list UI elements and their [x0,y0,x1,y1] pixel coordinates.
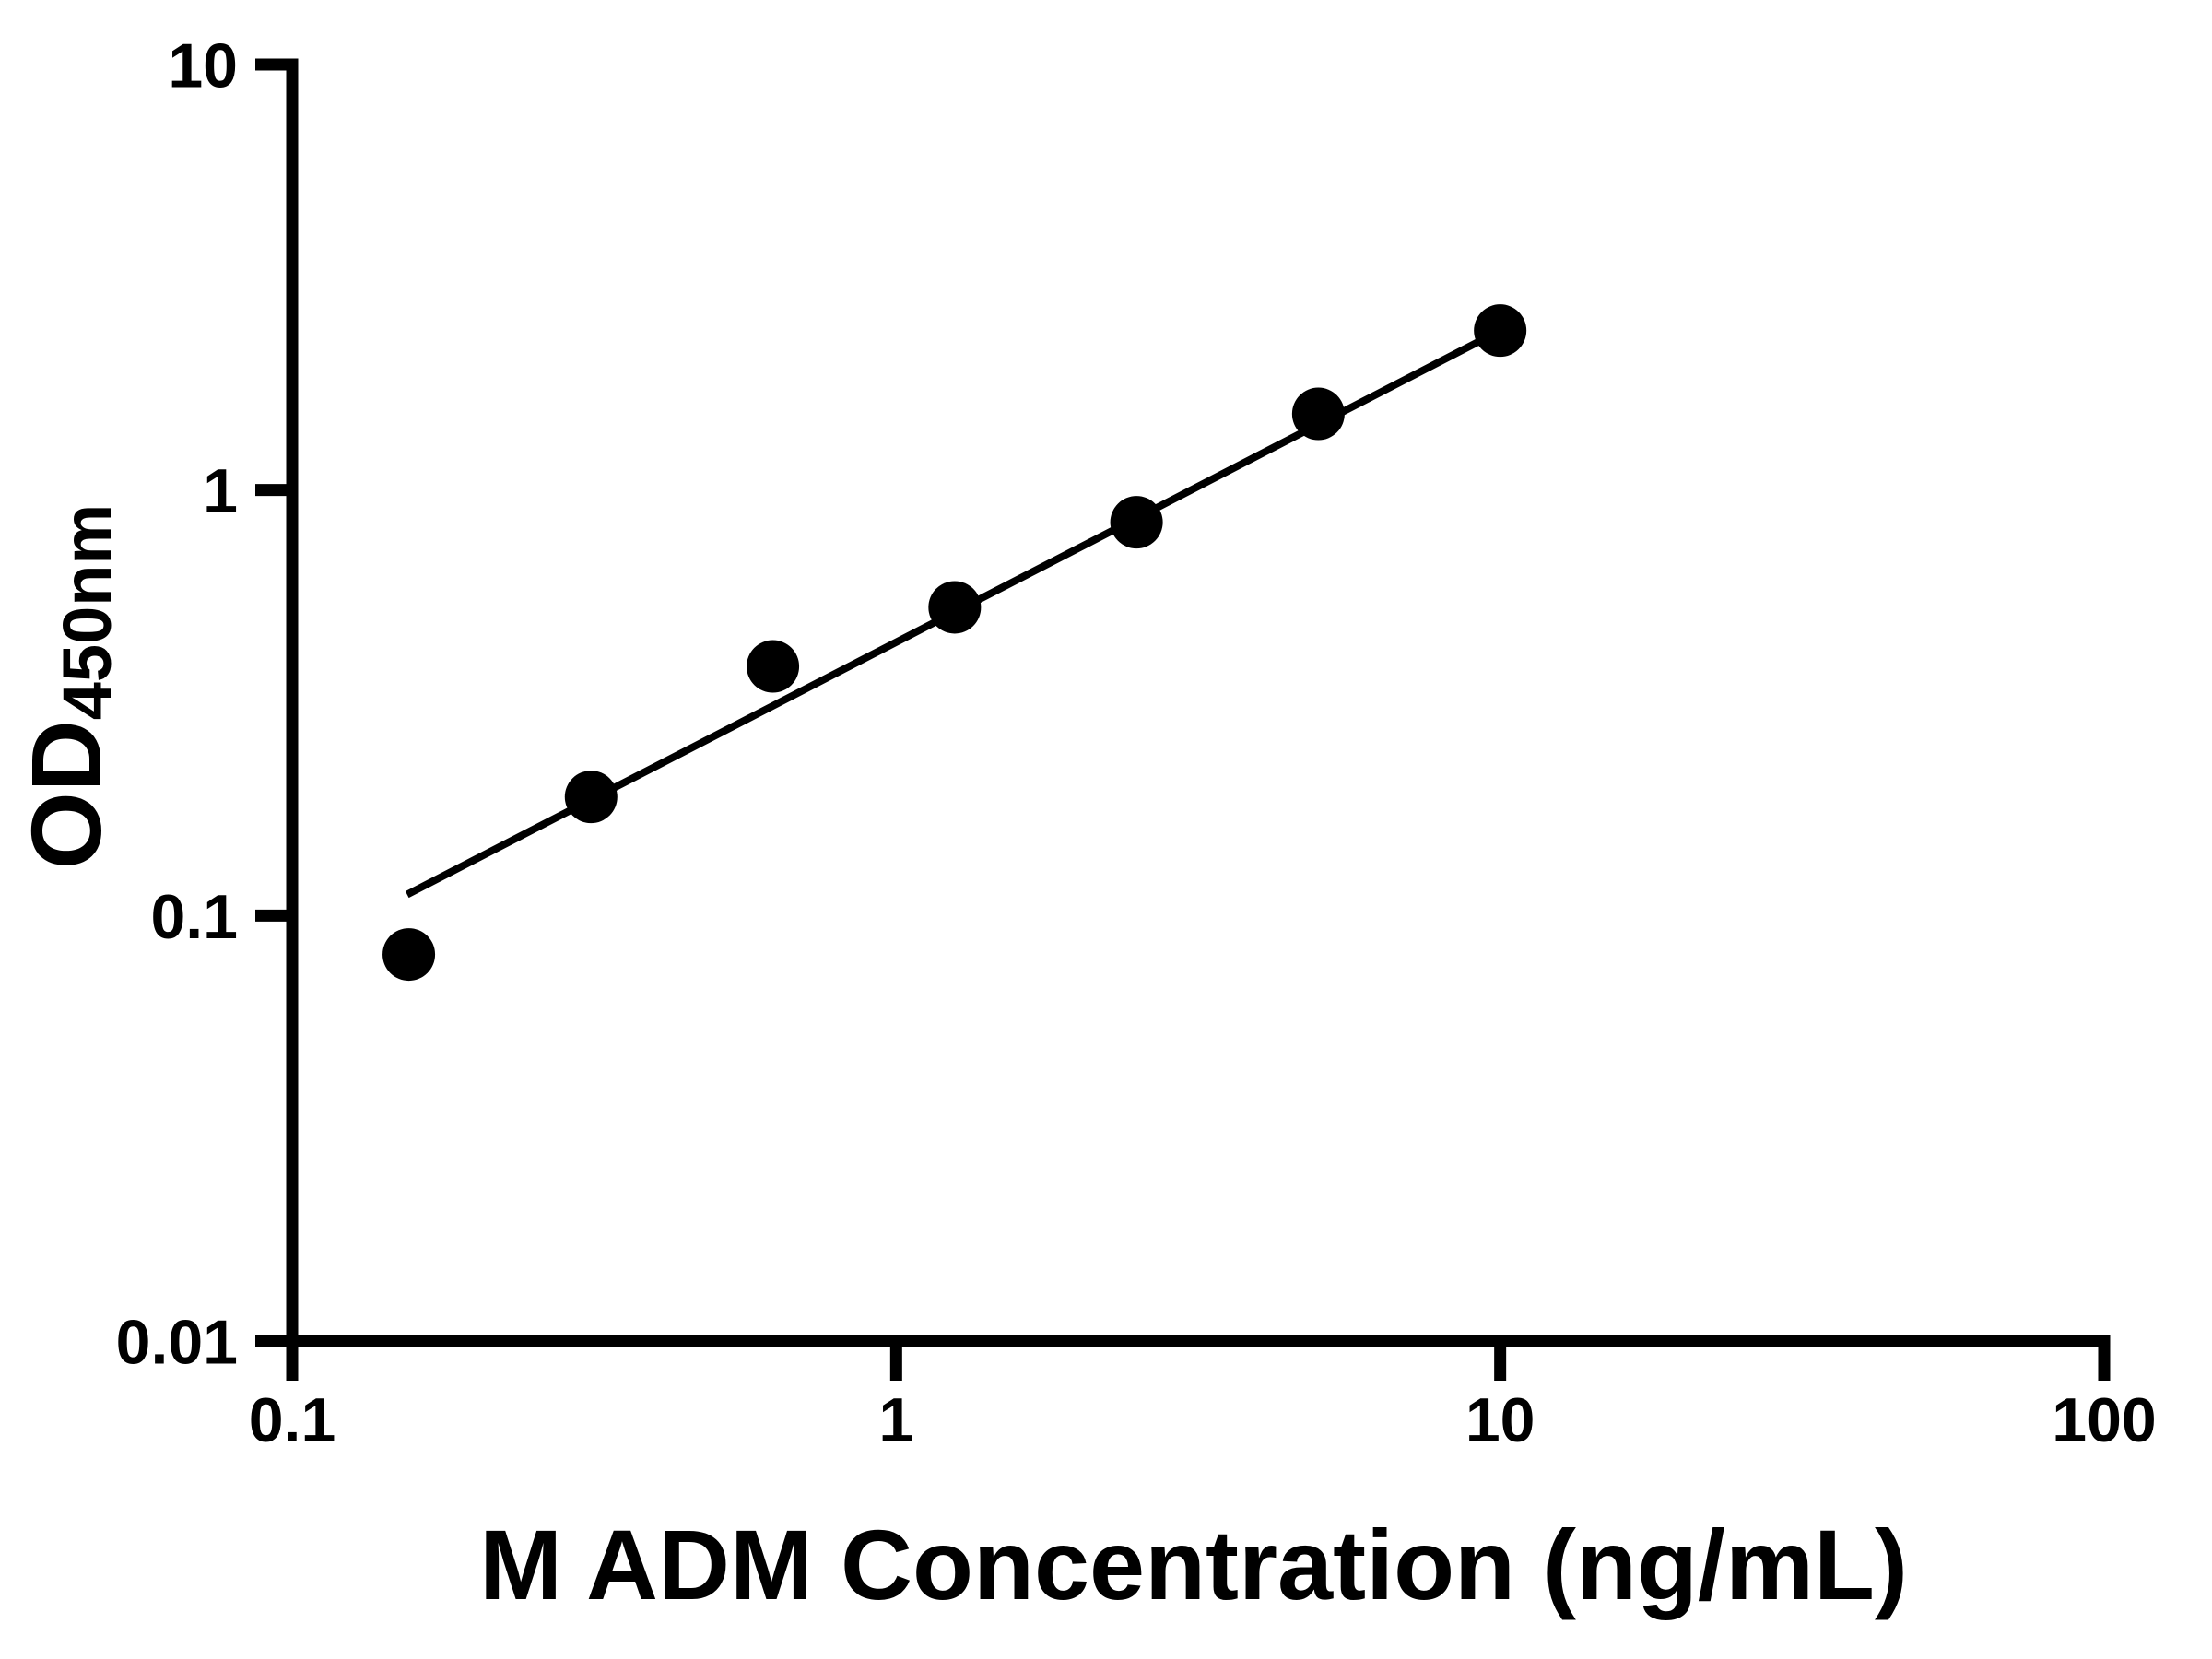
x-tick-label-1: 1 [878,1385,913,1455]
data-point-3 [747,640,800,693]
data-point-2 [564,771,618,824]
y-tick-label-1: 1 [203,456,238,526]
x-axis-title: M ADM Concentration (ng/mL) [479,1509,1908,1620]
x-tick-label-0.1: 0.1 [249,1385,336,1455]
data-point-6 [1291,387,1345,441]
x-tick-label-10: 10 [1465,1385,1535,1455]
x-tick-label-100: 100 [2052,1385,2156,1455]
y-axis-title-subscript: 450nm [49,503,126,721]
data-point-5 [1110,496,1163,549]
y-axis-title: OD450nm [10,503,126,869]
y-tick-label-0.01: 0.01 [116,1308,238,1378]
data-point-7 [1474,304,1527,358]
y-tick-label-0.1: 0.1 [150,882,238,952]
data-point-4 [928,581,982,634]
data-point-1 [382,928,436,982]
y-tick-label-10: 10 [168,30,238,100]
y-axis-title-main: OD [9,720,122,870]
